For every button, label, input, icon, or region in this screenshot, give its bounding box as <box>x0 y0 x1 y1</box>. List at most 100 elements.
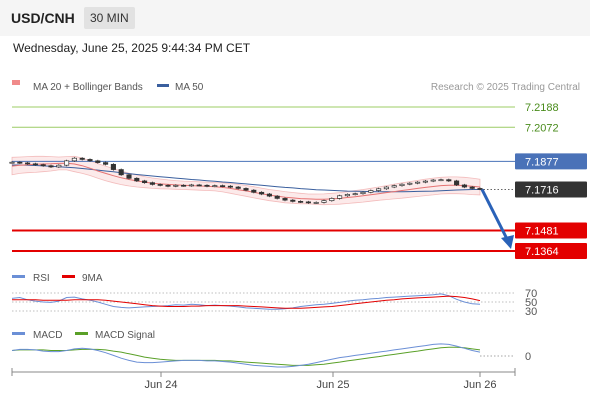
level-label-1: 7.2072 <box>525 122 559 134</box>
macd-signal-legend-label: MACD Signal <box>95 330 155 341</box>
candle-body-19 <box>157 184 163 186</box>
candle-body-34 <box>274 195 280 199</box>
ma9-legend-swatch <box>62 275 75 278</box>
ma9-legend-label: 9MA <box>82 273 103 284</box>
x-axis: Jun 24 Jun 25 Jun 26 <box>11 368 516 391</box>
level-label-bg-5 <box>515 243 587 259</box>
candle-body-17 <box>142 180 148 184</box>
forecast-arrow-line <box>480 188 510 242</box>
x-tick-label-0: Jun 24 <box>144 379 177 391</box>
candle-body-55 <box>438 179 444 182</box>
ma50-legend-label: MA 50 <box>175 82 204 93</box>
x-tick-label-2: Jun 26 <box>463 379 496 391</box>
candle-body-20 <box>165 184 171 187</box>
timeframe-badge[interactable]: 30 MIN <box>84 7 135 29</box>
macd-legend-swatch <box>12 332 25 335</box>
candle-body-13 <box>110 163 116 170</box>
candle-body-16 <box>134 177 140 182</box>
candle-body-28 <box>227 185 233 188</box>
candle-body-36 <box>290 199 296 202</box>
candle-body-47 <box>376 188 382 191</box>
macd-panel: MACD MACD Signal 0 <box>11 330 531 368</box>
candle-body-26 <box>212 185 218 187</box>
candle-body-3 <box>32 163 38 166</box>
candle-body-41 <box>329 198 335 202</box>
candle-body-14 <box>118 169 124 176</box>
ma50-legend-swatch <box>157 84 169 87</box>
candle-body-52 <box>415 181 421 184</box>
candle-body-56 <box>446 179 452 182</box>
candle-body-15 <box>126 174 132 179</box>
candle-body-51 <box>407 182 413 185</box>
bollinger-band-area <box>11 155 481 206</box>
candle-body-58 <box>461 184 467 188</box>
candle-body-59 <box>469 186 475 189</box>
rsi-line <box>11 293 481 310</box>
rsi-ma9-line <box>12 295 481 309</box>
candle-body-44 <box>352 193 358 196</box>
candle-body-21 <box>173 184 179 187</box>
candle-body-42 <box>337 195 343 199</box>
x-tick-label-1: Jun 25 <box>316 379 349 391</box>
level-label-3: 7.1716 <box>525 184 559 196</box>
macd-legend-label: MACD <box>33 330 62 341</box>
credit-text: Research © 2025 Trading Central <box>431 82 580 93</box>
level-label-4: 7.1481 <box>525 226 559 238</box>
macd-line <box>11 343 481 368</box>
ma50-line <box>12 164 480 193</box>
macd-signal-legend-swatch <box>75 332 88 335</box>
candle-body-40 <box>321 200 327 203</box>
candle-body-45 <box>360 191 366 195</box>
chart-datetime: Wednesday, June 25, 2025 9:44:34 PM CET <box>13 41 251 55</box>
candle-body-0 <box>9 161 15 164</box>
candle-body-23 <box>188 184 194 187</box>
candle-body-11 <box>95 160 101 163</box>
candle-body-54 <box>430 179 436 182</box>
candle-body-10 <box>87 159 93 162</box>
candle-body-57 <box>454 180 460 186</box>
candle-body-22 <box>181 184 187 187</box>
candle-body-5 <box>48 165 54 168</box>
candle-body-39 <box>313 202 319 204</box>
candle-body-33 <box>266 193 272 197</box>
candle-body-29 <box>235 186 241 189</box>
candle-body-37 <box>298 201 304 203</box>
candle-body-12 <box>103 162 109 165</box>
candle-body-32 <box>259 191 265 195</box>
ma20-legend-label: MA 20 + Bollinger Bands <box>33 82 143 93</box>
level-label-bg-0 <box>515 99 587 115</box>
candle-body-9 <box>79 157 85 160</box>
rsi-legend-label: RSI <box>33 273 50 284</box>
level-label-bg-4 <box>515 222 587 239</box>
candle-body-31 <box>251 189 257 193</box>
level-label-2: 7.1877 <box>525 156 559 168</box>
candle-body-1 <box>17 161 23 164</box>
symbol-title: USD/CNH <box>11 10 75 26</box>
level-label-5: 7.1364 <box>525 246 559 258</box>
candle-body-6 <box>56 164 62 168</box>
candle-body-49 <box>391 185 397 188</box>
level-label-bg-1 <box>515 119 587 136</box>
rsi-legend-swatch <box>12 275 25 278</box>
candle-body-25 <box>204 184 210 187</box>
macd-tick-0: 0 <box>525 351 531 363</box>
candle-body-7 <box>64 160 70 166</box>
rsi-tick-0: 70 <box>525 288 537 300</box>
candle-body-8 <box>71 157 77 162</box>
candle-body-4 <box>40 164 46 167</box>
candle-body-46 <box>368 190 374 193</box>
candle-body-43 <box>344 194 350 197</box>
candle-body-24 <box>196 184 202 187</box>
level-label-bg-3 <box>515 181 587 198</box>
level-label-bg-2 <box>515 153 587 170</box>
rsi-tick-2: 30 <box>525 306 537 318</box>
candle-body-27 <box>220 185 226 187</box>
candle-body-48 <box>383 186 389 190</box>
candle-body-38 <box>305 201 311 204</box>
ma20-legend-swatch <box>12 80 20 85</box>
rsi-tick-1: 50 <box>525 297 537 309</box>
macd-signal-line <box>11 346 481 366</box>
forecast-arrow-head <box>501 235 514 249</box>
